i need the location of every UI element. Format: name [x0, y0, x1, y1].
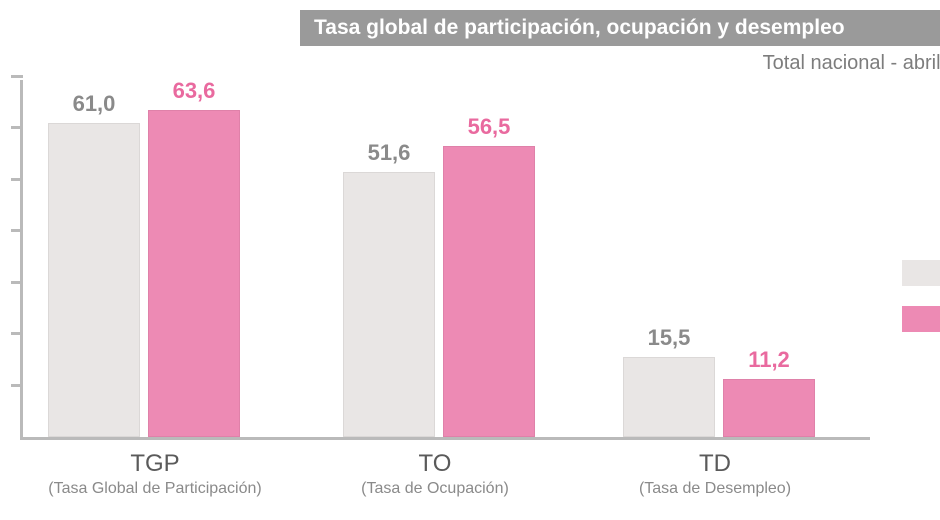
bar-group-tgp: 61,0 63,6: [48, 77, 268, 437]
bar-group-to: 51,6 56,5: [343, 77, 563, 437]
bar-label-tgp-1: 63,6: [148, 78, 240, 104]
y-tick: [11, 178, 23, 181]
title-text: Tasa global de participación, ocupación …: [314, 16, 845, 39]
y-tick: [11, 332, 23, 335]
y-tick: [11, 126, 23, 129]
bar-tgp-0: [48, 123, 140, 437]
bar-to-0: [343, 172, 435, 437]
x-label-to: TO (Tasa de Ocupación): [300, 450, 570, 498]
bar-label-tgp-0: 61,0: [48, 91, 140, 117]
bar-to-1: [443, 146, 535, 437]
y-tick: [11, 384, 23, 387]
legend: [902, 260, 940, 352]
legend-swatch-1: [902, 306, 940, 332]
x-label-td: TD (Tasa de Desempleo): [580, 450, 850, 498]
plot-area: 61,0 63,6 51,6 56,5 15,5 11,2: [20, 80, 870, 440]
title-bar: Tasa global de participación, ocupación …: [300, 10, 940, 46]
bar-label-td-0: 15,5: [623, 325, 715, 351]
bar-label-to-1: 56,5: [443, 114, 535, 140]
bar-label-td-1: 11,2: [723, 347, 815, 373]
bar-label-to-0: 51,6: [343, 140, 435, 166]
bar-td-0: [623, 357, 715, 437]
x-label-sub: (Tasa Global de Participación): [20, 480, 290, 498]
legend-swatch-0: [902, 260, 940, 286]
x-label-sub: (Tasa de Ocupación): [300, 480, 570, 498]
y-tick: [11, 75, 23, 78]
x-label-main: TD: [580, 450, 850, 478]
chart-area: 61,0 63,6 51,6 56,5 15,5 11,2: [10, 80, 880, 440]
bar-group-td: 15,5 11,2: [623, 77, 843, 437]
bar-td-1: [723, 379, 815, 437]
y-tick: [11, 229, 23, 232]
x-label-tgp: TGP (Tasa Global de Participación): [20, 450, 290, 498]
x-label-sub: (Tasa de Desempleo): [580, 480, 850, 498]
y-tick: [11, 281, 23, 284]
subtitle-text: Total nacional - abril (20: [763, 52, 940, 75]
bar-tgp-1: [148, 110, 240, 437]
x-label-main: TO: [300, 450, 570, 478]
x-label-main: TGP: [20, 450, 290, 478]
